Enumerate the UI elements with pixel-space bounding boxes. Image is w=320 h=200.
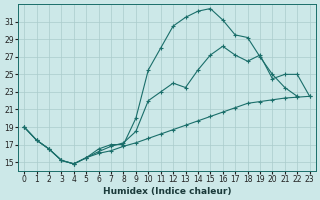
X-axis label: Humidex (Indice chaleur): Humidex (Indice chaleur) (103, 187, 231, 196)
